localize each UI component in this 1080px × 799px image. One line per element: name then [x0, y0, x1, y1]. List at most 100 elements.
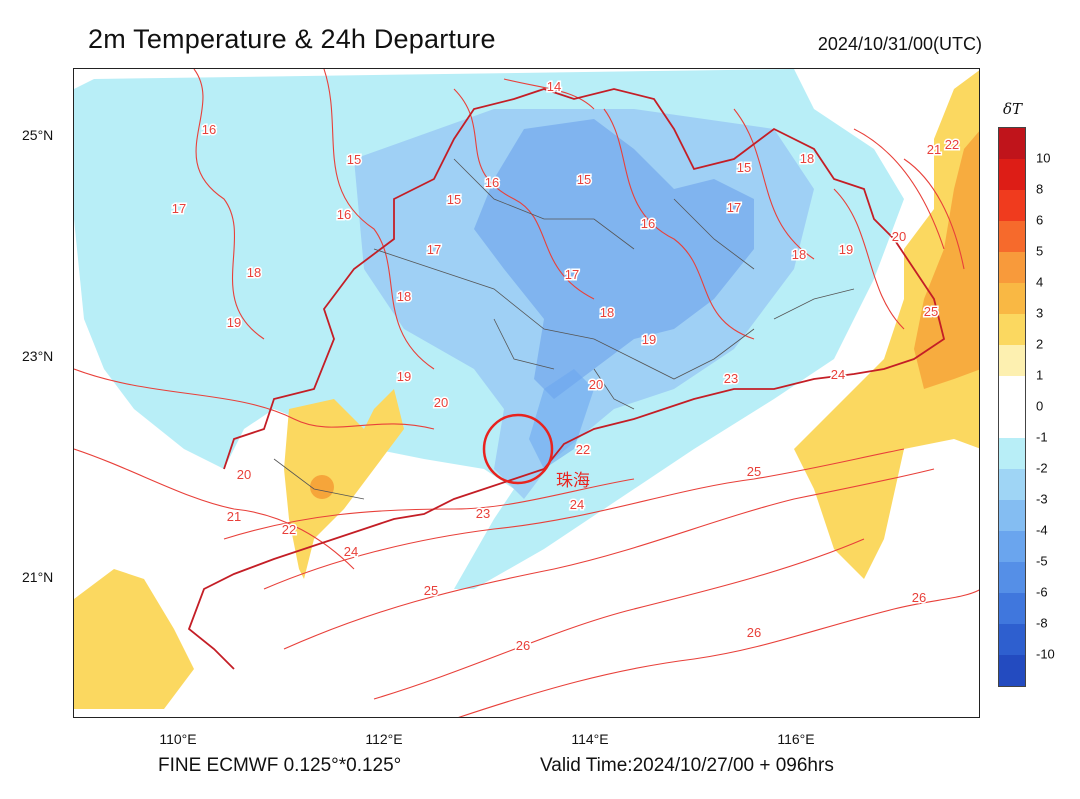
model-label: FINE ECMWF 0.125°*0.125° — [158, 755, 402, 776]
legend-tick-label: -3 — [1036, 491, 1048, 507]
outer-province-boundary — [187, 88, 946, 670]
legend-swatch — [999, 345, 1025, 376]
lon-label-114e: 114°E — [571, 731, 609, 747]
contour-line — [833, 188, 905, 330]
contour-label: 21 — [227, 509, 241, 524]
legend-swatch — [999, 283, 1025, 314]
contour-label: 18 — [800, 151, 814, 166]
contour-line — [458, 589, 979, 717]
lat-label-23n: 23°N — [22, 348, 54, 364]
legend-swatch — [999, 221, 1025, 252]
contour-label: 23 — [476, 506, 490, 521]
cold-region-core-2 — [529, 369, 594, 469]
legend-tick-label: -1 — [1036, 429, 1048, 445]
contour-line — [503, 78, 595, 110]
contour-label: 18 — [792, 247, 806, 262]
legend-swatch — [999, 252, 1025, 283]
contour-label: 20 — [589, 377, 603, 392]
warm-anomaly-layer — [74, 70, 979, 709]
legend-tick-label: 5 — [1036, 243, 1044, 259]
legend-tick-label: -8 — [1036, 615, 1048, 631]
contour-label: 17 — [172, 201, 186, 216]
contour-label: 26 — [747, 625, 761, 640]
legend-swatch — [999, 128, 1025, 159]
legend-swatch — [999, 190, 1025, 221]
legend-title: δT — [1003, 100, 1023, 118]
map-frame: 14 15 15 15 15 16 16 16 16 17 17 17 17 18 18 18 18 18 19 19… — [73, 68, 980, 718]
contour-label: 20 — [892, 229, 906, 244]
warm-region-leizhou — [284, 389, 404, 579]
contour-label: 17 — [727, 200, 741, 215]
legend-tick-label: -6 — [1036, 584, 1048, 600]
init-timestamp: 2024/10/31/00(UTC) — [817, 34, 982, 54]
legend-swatch — [999, 593, 1025, 624]
zhuhai-circle — [482, 413, 554, 485]
legend-swatch — [999, 376, 1025, 407]
legend-colorbar — [998, 127, 1026, 687]
contour-label: 23 — [724, 371, 738, 386]
contour-line — [603, 108, 755, 340]
contour-label: 15 — [447, 192, 461, 207]
contour-label: 19 — [839, 242, 853, 257]
legend-tick-label: 10 — [1036, 150, 1051, 166]
contour-line — [733, 108, 815, 260]
warm-region-east — [794, 70, 979, 579]
legend-swatch — [999, 159, 1025, 190]
legend-swatch — [999, 624, 1025, 655]
contour-label: 19 — [642, 332, 656, 347]
contour-line — [373, 538, 865, 700]
contour-label: 25 — [747, 464, 761, 479]
contour-label: 24 — [831, 367, 845, 382]
lon-label-110e: 110°E — [159, 731, 197, 747]
contour-line — [853, 128, 945, 250]
contour-label: 17 — [565, 267, 579, 282]
contour-label: 18 — [247, 265, 261, 280]
lat-label-25n: 25°N — [22, 127, 54, 143]
contour-label: 22 — [576, 442, 590, 457]
legend-tick-label: 4 — [1036, 274, 1044, 290]
contour-line — [263, 448, 905, 590]
contour-label: 15 — [577, 172, 591, 187]
legend-swatch — [999, 438, 1025, 469]
contour-label: 25 — [424, 583, 438, 598]
contour-label: 24 — [344, 544, 358, 559]
warm-spot — [310, 475, 334, 499]
zhuhai-annotation: 珠海 — [482, 413, 590, 490]
contour-label: 20 — [237, 467, 251, 482]
legend-tick-label: 0 — [1036, 398, 1044, 414]
legend-swatch — [999, 655, 1025, 686]
legend-swatch — [999, 531, 1025, 562]
boundaries — [187, 88, 946, 670]
contour-label: 15 — [737, 160, 751, 175]
contour-line — [453, 88, 595, 300]
lon-label-112e: 112°E — [365, 731, 403, 747]
legend-tick-label: 8 — [1036, 181, 1044, 197]
legend-swatch — [999, 469, 1025, 500]
contour-label: 16 — [202, 122, 216, 137]
legend-tick-label: 6 — [1036, 212, 1044, 228]
contour-label: 15 — [347, 152, 361, 167]
legend-tick-label: 2 — [1036, 336, 1044, 352]
zhuhai-label: 珠海 — [556, 471, 590, 490]
warm-region-east-deep — [914, 131, 979, 389]
contour-line — [323, 69, 435, 370]
contour-label: 16 — [337, 207, 351, 222]
contour-line — [283, 468, 935, 650]
contour-label: 19 — [227, 315, 241, 330]
contour-line — [74, 448, 355, 570]
legend-tick-label: 1 — [1036, 367, 1044, 383]
legend-swatch — [999, 314, 1025, 345]
contour-label: 22 — [282, 522, 296, 537]
contour-line — [223, 478, 635, 540]
contour-line — [193, 69, 265, 340]
lat-label-21n: 21°N — [22, 569, 54, 585]
legend-tick-label: -10 — [1036, 646, 1055, 662]
contour-label: 26 — [912, 590, 926, 605]
legend-swatch — [999, 407, 1025, 438]
contour-label: 18 — [600, 305, 614, 320]
contour-line — [74, 368, 435, 430]
legend-tick-label: 3 — [1036, 305, 1044, 321]
legend-swatch — [999, 500, 1025, 531]
temperature-map: 14 15 15 15 15 16 16 16 16 17 17 17 17 18 18 18 18 18 19 19… — [74, 69, 979, 717]
contour-label: 26 — [516, 638, 530, 653]
